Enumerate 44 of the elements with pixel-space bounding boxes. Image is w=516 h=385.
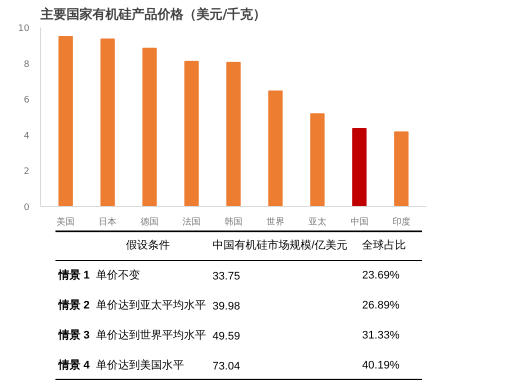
bar [352,128,367,206]
x-tick-label: 中国 [350,216,368,228]
x-tick-label: 世界 [266,216,284,228]
y-tick-label: 8 [24,60,30,70]
text: 33.75 [212,270,240,282]
category-label: 情景 3 [58,330,90,342]
y-tick-label: 4 [24,131,30,142]
y-tick-label: 10 [18,24,30,34]
x-tick-label: 德国 [140,216,159,228]
text: 单价达到美国水平 [96,360,184,372]
bar [100,38,115,206]
x-tick-label: 美国 [56,216,75,228]
text: 31.33% [362,330,400,342]
text: 49.59 [212,330,240,342]
x-tick-label: 日本 [98,216,117,228]
text: 23.69% [362,270,400,282]
category-label: 全球占比 [362,238,406,252]
bar [310,113,325,206]
bar [184,60,199,206]
category-label: 中国有机硅市场规模/亿美元 [212,238,348,252]
text: 单价达到世界平均水平 [96,330,206,342]
y-tick-label: 2 [24,167,30,178]
bar [142,48,157,206]
y-tick-label: 6 [24,96,30,106]
text: 26.89% [362,300,400,312]
text: 单价不变 [96,270,140,282]
y-tick-label: 0 [24,203,30,213]
bar [58,36,73,206]
category-label: 情景 1 [58,270,90,282]
bar [268,90,283,206]
bar [394,131,409,206]
chart-title: 主要国家有机硅产品价格（美元/千克） [40,6,266,22]
x-tick-label: 法国 [182,216,201,228]
bar [226,62,241,206]
text: 单价达到亚太平均水平 [96,300,206,312]
x-tick-label: 韩国 [224,216,242,228]
x-tick-label: 印度 [392,216,410,228]
text: 39.98 [212,300,240,312]
text: 73.04 [212,360,240,372]
category-label: 情景 2 [58,300,90,312]
text: 40.19% [362,360,400,372]
category-label: 假设条件 [126,240,170,252]
category-label: 情景 4 [58,360,90,372]
x-tick-label: 亚太 [308,216,326,228]
